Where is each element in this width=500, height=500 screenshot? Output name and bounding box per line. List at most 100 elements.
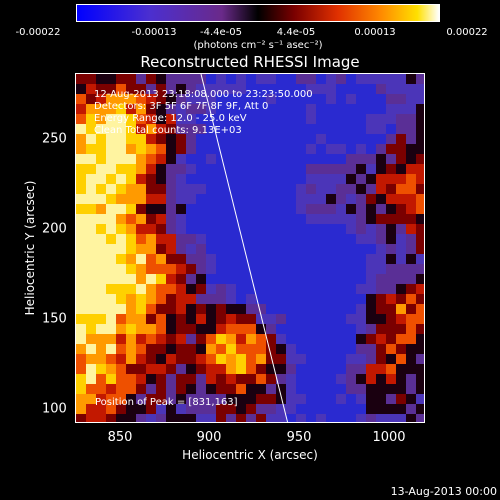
heatmap-cell [136,84,146,94]
heatmap-cell [216,114,226,124]
heatmap-cell [136,294,146,304]
heatmap-cell [326,314,336,324]
heatmap-cell [286,334,296,344]
heatmap-cell [306,184,316,194]
heatmap-cell [196,364,206,374]
colorbar-tick: 4.4e-05 [276,27,316,38]
heatmap-cell [316,404,326,414]
heatmap-cell [166,404,176,414]
heatmap-cell [356,414,366,422]
heatmap-cell [186,204,196,214]
heatmap-cell [226,194,236,204]
heatmap-cell [126,234,136,244]
heatmap-cell [196,74,206,84]
heatmap-cell [126,334,136,344]
heatmap-cell [336,264,346,274]
heatmap-cell [396,384,406,394]
heatmap-cell [336,214,346,224]
heatmap-cell [356,174,366,184]
heatmap-cell [306,114,316,124]
heatmap-cell [176,334,186,344]
heatmap-cell [266,294,276,304]
heatmap-cell [316,224,326,234]
heatmap-cell [386,214,396,224]
heatmap-cell [176,144,186,154]
heatmap-cell [116,154,126,164]
heatmap-cell [276,104,286,114]
heatmap-cell [266,94,276,104]
heatmap-cell [126,224,136,234]
heatmap-cell [286,324,296,334]
heatmap-cell [336,324,346,334]
heatmap-cell [376,324,386,334]
heatmap-cell [206,224,216,234]
heatmap-cell [316,334,326,344]
heatmap-cell [256,234,266,244]
heatmap-cell [146,174,156,184]
heatmap-cell [376,294,386,304]
heatmap-cell [276,144,286,154]
heatmap-cell [336,304,346,314]
heatmap-cell [376,304,386,314]
heatmap-cell [336,154,346,164]
heatmap-cell [296,94,306,104]
heatmap-cell [156,94,166,104]
heatmap-cell [356,404,366,414]
heatmap-cell [326,224,336,234]
heatmap-cell [416,214,424,224]
heatmap-cell [356,344,366,354]
heatmap-cell [366,174,376,184]
heatmap-cell [246,184,256,194]
heatmap-cell [116,114,126,124]
heatmap-cell [126,344,136,354]
heatmap-cell [96,284,106,294]
heatmap-cell [156,374,166,384]
heatmap-cell [246,114,256,124]
heatmap-cell [86,204,96,214]
y-tick-label: 150 [42,311,67,327]
heatmap-cell [306,364,316,374]
heatmap-cell [356,74,366,84]
heatmap-cell [146,114,156,124]
heatmap-cell [376,124,386,134]
heatmap-cell [416,134,424,144]
heatmap-cell [376,314,386,324]
heatmap-cell [216,274,226,284]
heatmap-cell [126,394,136,404]
heatmap-cell [176,174,186,184]
heatmap-cell [306,244,316,254]
heatmap-cell [356,334,366,344]
heatmap-cell [116,314,126,324]
heatmap-cell [106,384,116,394]
heatmap-cell [166,244,176,254]
heatmap-cell [126,404,136,414]
heatmap-cell [116,234,126,244]
heatmap-cell [106,204,116,214]
heatmap-cell [256,84,266,94]
colorbar-tick: -4.4e-05 [200,27,242,38]
heatmap-cell [346,74,356,84]
heatmap-cell [326,234,336,244]
heatmap-cell [346,354,356,364]
heatmap-cell [106,264,116,274]
colorbar [76,4,440,22]
heatmap-cell [246,324,256,334]
heatmap-cell [356,204,366,214]
heatmap-cell [246,144,256,154]
heatmap-cell [396,124,406,134]
heatmap-cell [216,384,226,394]
heatmap-cell [136,234,146,244]
heatmap-cell [286,104,296,114]
heatmap-cell [336,314,346,324]
heatmap-cell [166,94,176,104]
heatmap-cell [366,324,376,334]
info-detectors: Detectors: 3F 5F 6F 7F 8F 9F, Att 0 [94,101,269,112]
heatmap-cell [416,264,424,274]
heatmap-cell [126,364,136,374]
heatmap-cell [196,414,206,422]
heatmap-cell [86,314,96,324]
heatmap-cell [396,84,406,94]
heatmap-cell [246,404,256,414]
heatmap-cell [296,194,306,204]
heatmap-cell [366,94,376,104]
